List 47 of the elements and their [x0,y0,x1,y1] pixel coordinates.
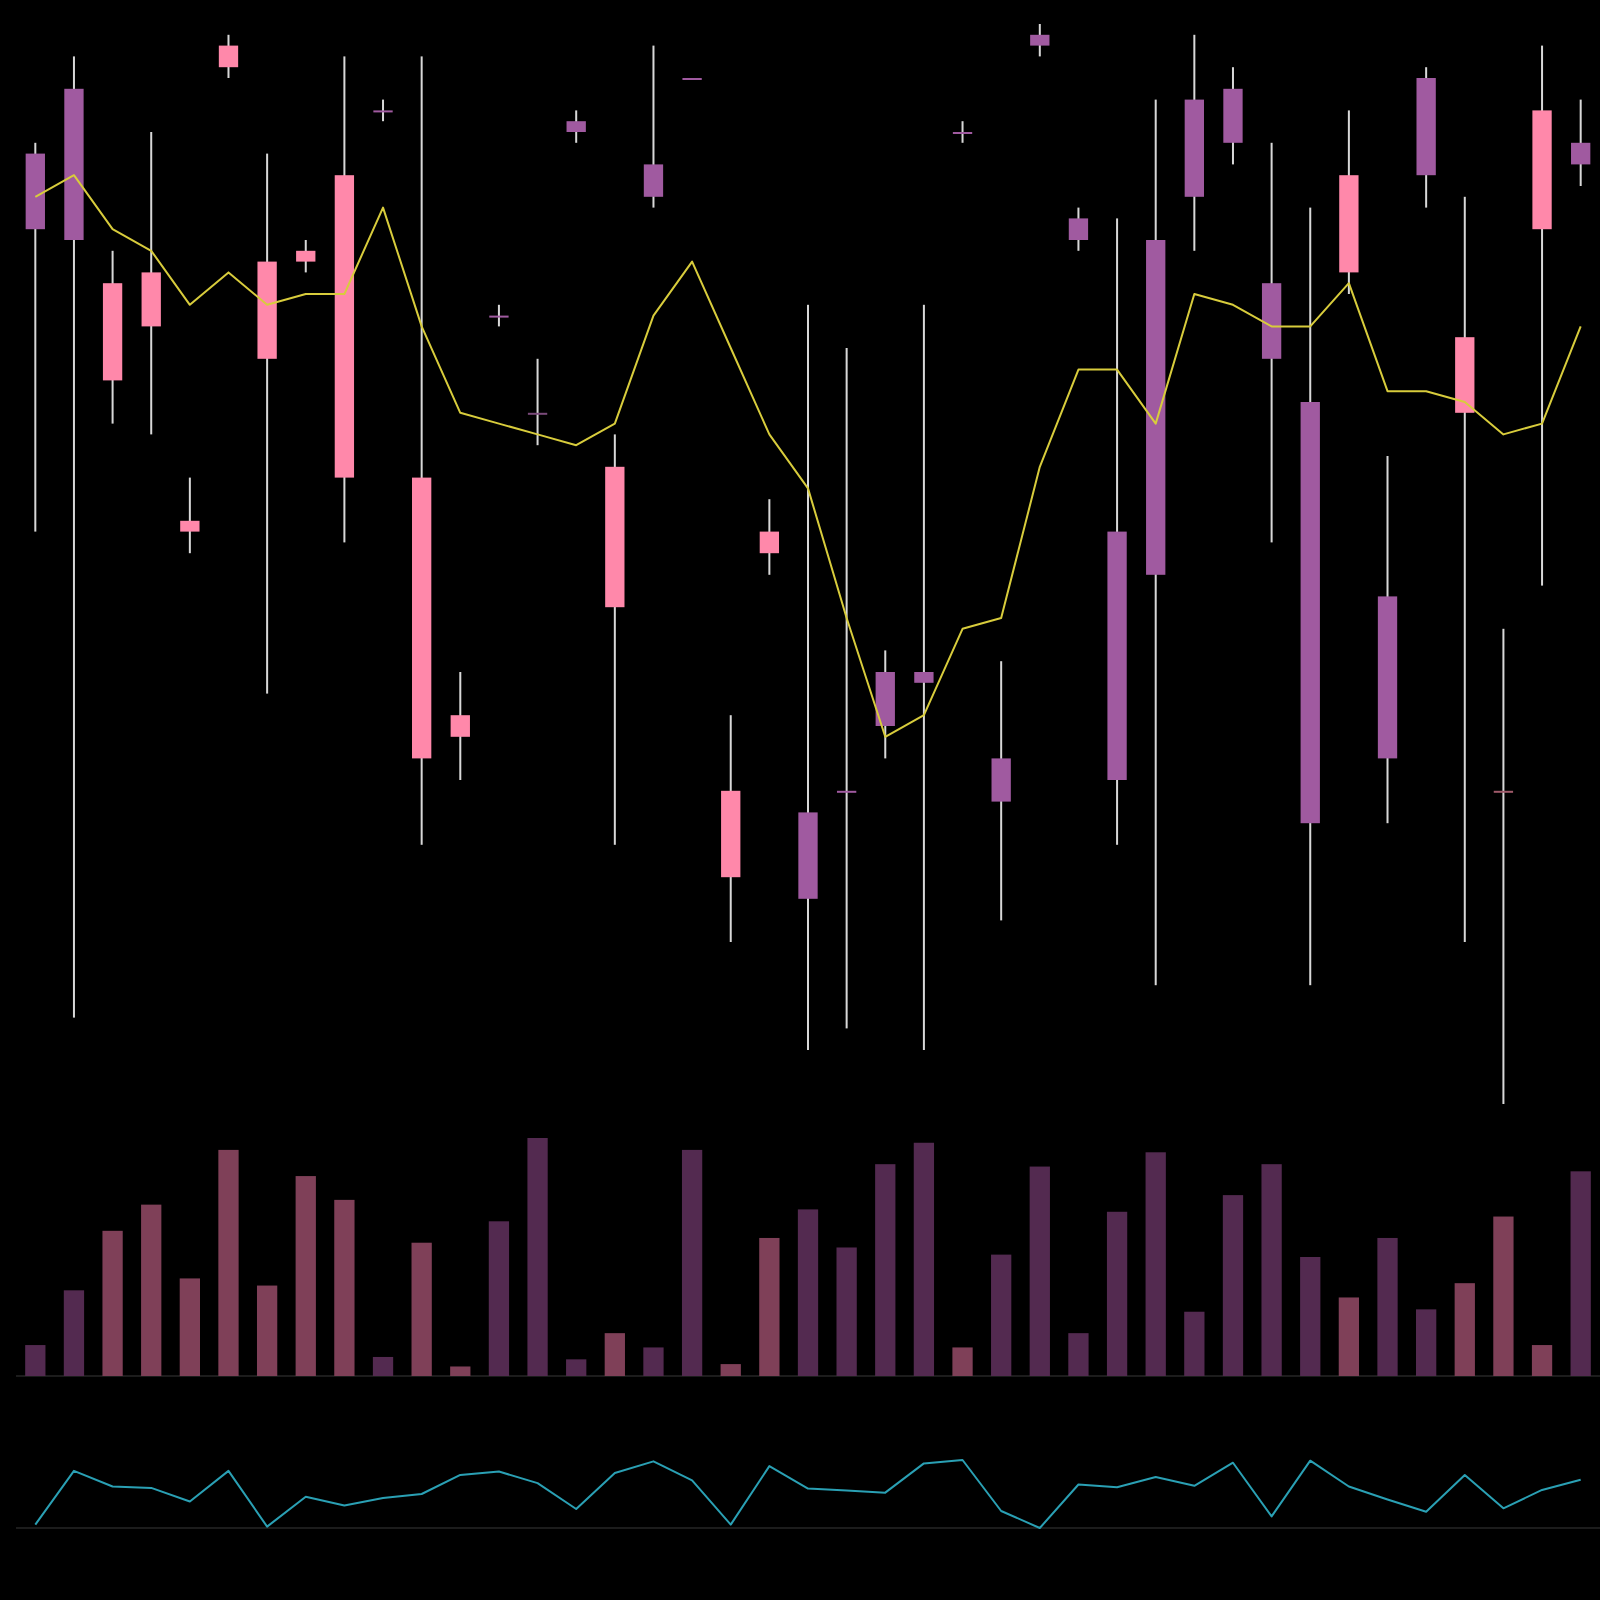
bar [1377,1237,1398,1376]
bar [1145,1152,1166,1376]
bar [643,1347,664,1376]
bar [334,1199,355,1376]
bar [1570,1171,1591,1376]
bar [991,1254,1012,1376]
bar [488,1221,510,1376]
bar [1106,1211,1128,1376]
candlestick [914,304,934,1050]
bar [1493,1216,1514,1376]
bar [797,1209,819,1376]
bar [604,1333,625,1376]
bar [913,1142,935,1376]
bar [566,1359,587,1376]
bar [450,1366,471,1376]
bar [720,1364,741,1376]
bar [836,1247,857,1376]
bar [372,1356,394,1376]
bar [295,1176,316,1376]
bar [527,1138,548,1376]
candlestick [1493,628,1514,1104]
candlestick [836,348,857,1029]
bar [102,1230,123,1376]
bar [1261,1164,1282,1376]
bar [1454,1283,1475,1376]
bar [1184,1311,1205,1376]
bar [25,1345,46,1376]
bar [875,1164,896,1376]
bar [952,1347,973,1376]
candlestick [527,358,548,446]
bar [179,1278,200,1376]
bar [411,1242,432,1376]
bar [1531,1345,1553,1376]
bar [218,1149,239,1376]
bar [1300,1257,1321,1376]
bar [1222,1195,1244,1376]
bar [256,1285,278,1376]
bar [759,1237,780,1376]
candlestick [952,121,973,143]
bar [1416,1309,1437,1376]
bar [1068,1333,1089,1376]
bar [63,1290,85,1376]
bar [681,1149,703,1376]
bar [141,1204,162,1376]
bar [1338,1297,1360,1376]
bar [1029,1166,1050,1376]
candlestick [1455,196,1475,942]
